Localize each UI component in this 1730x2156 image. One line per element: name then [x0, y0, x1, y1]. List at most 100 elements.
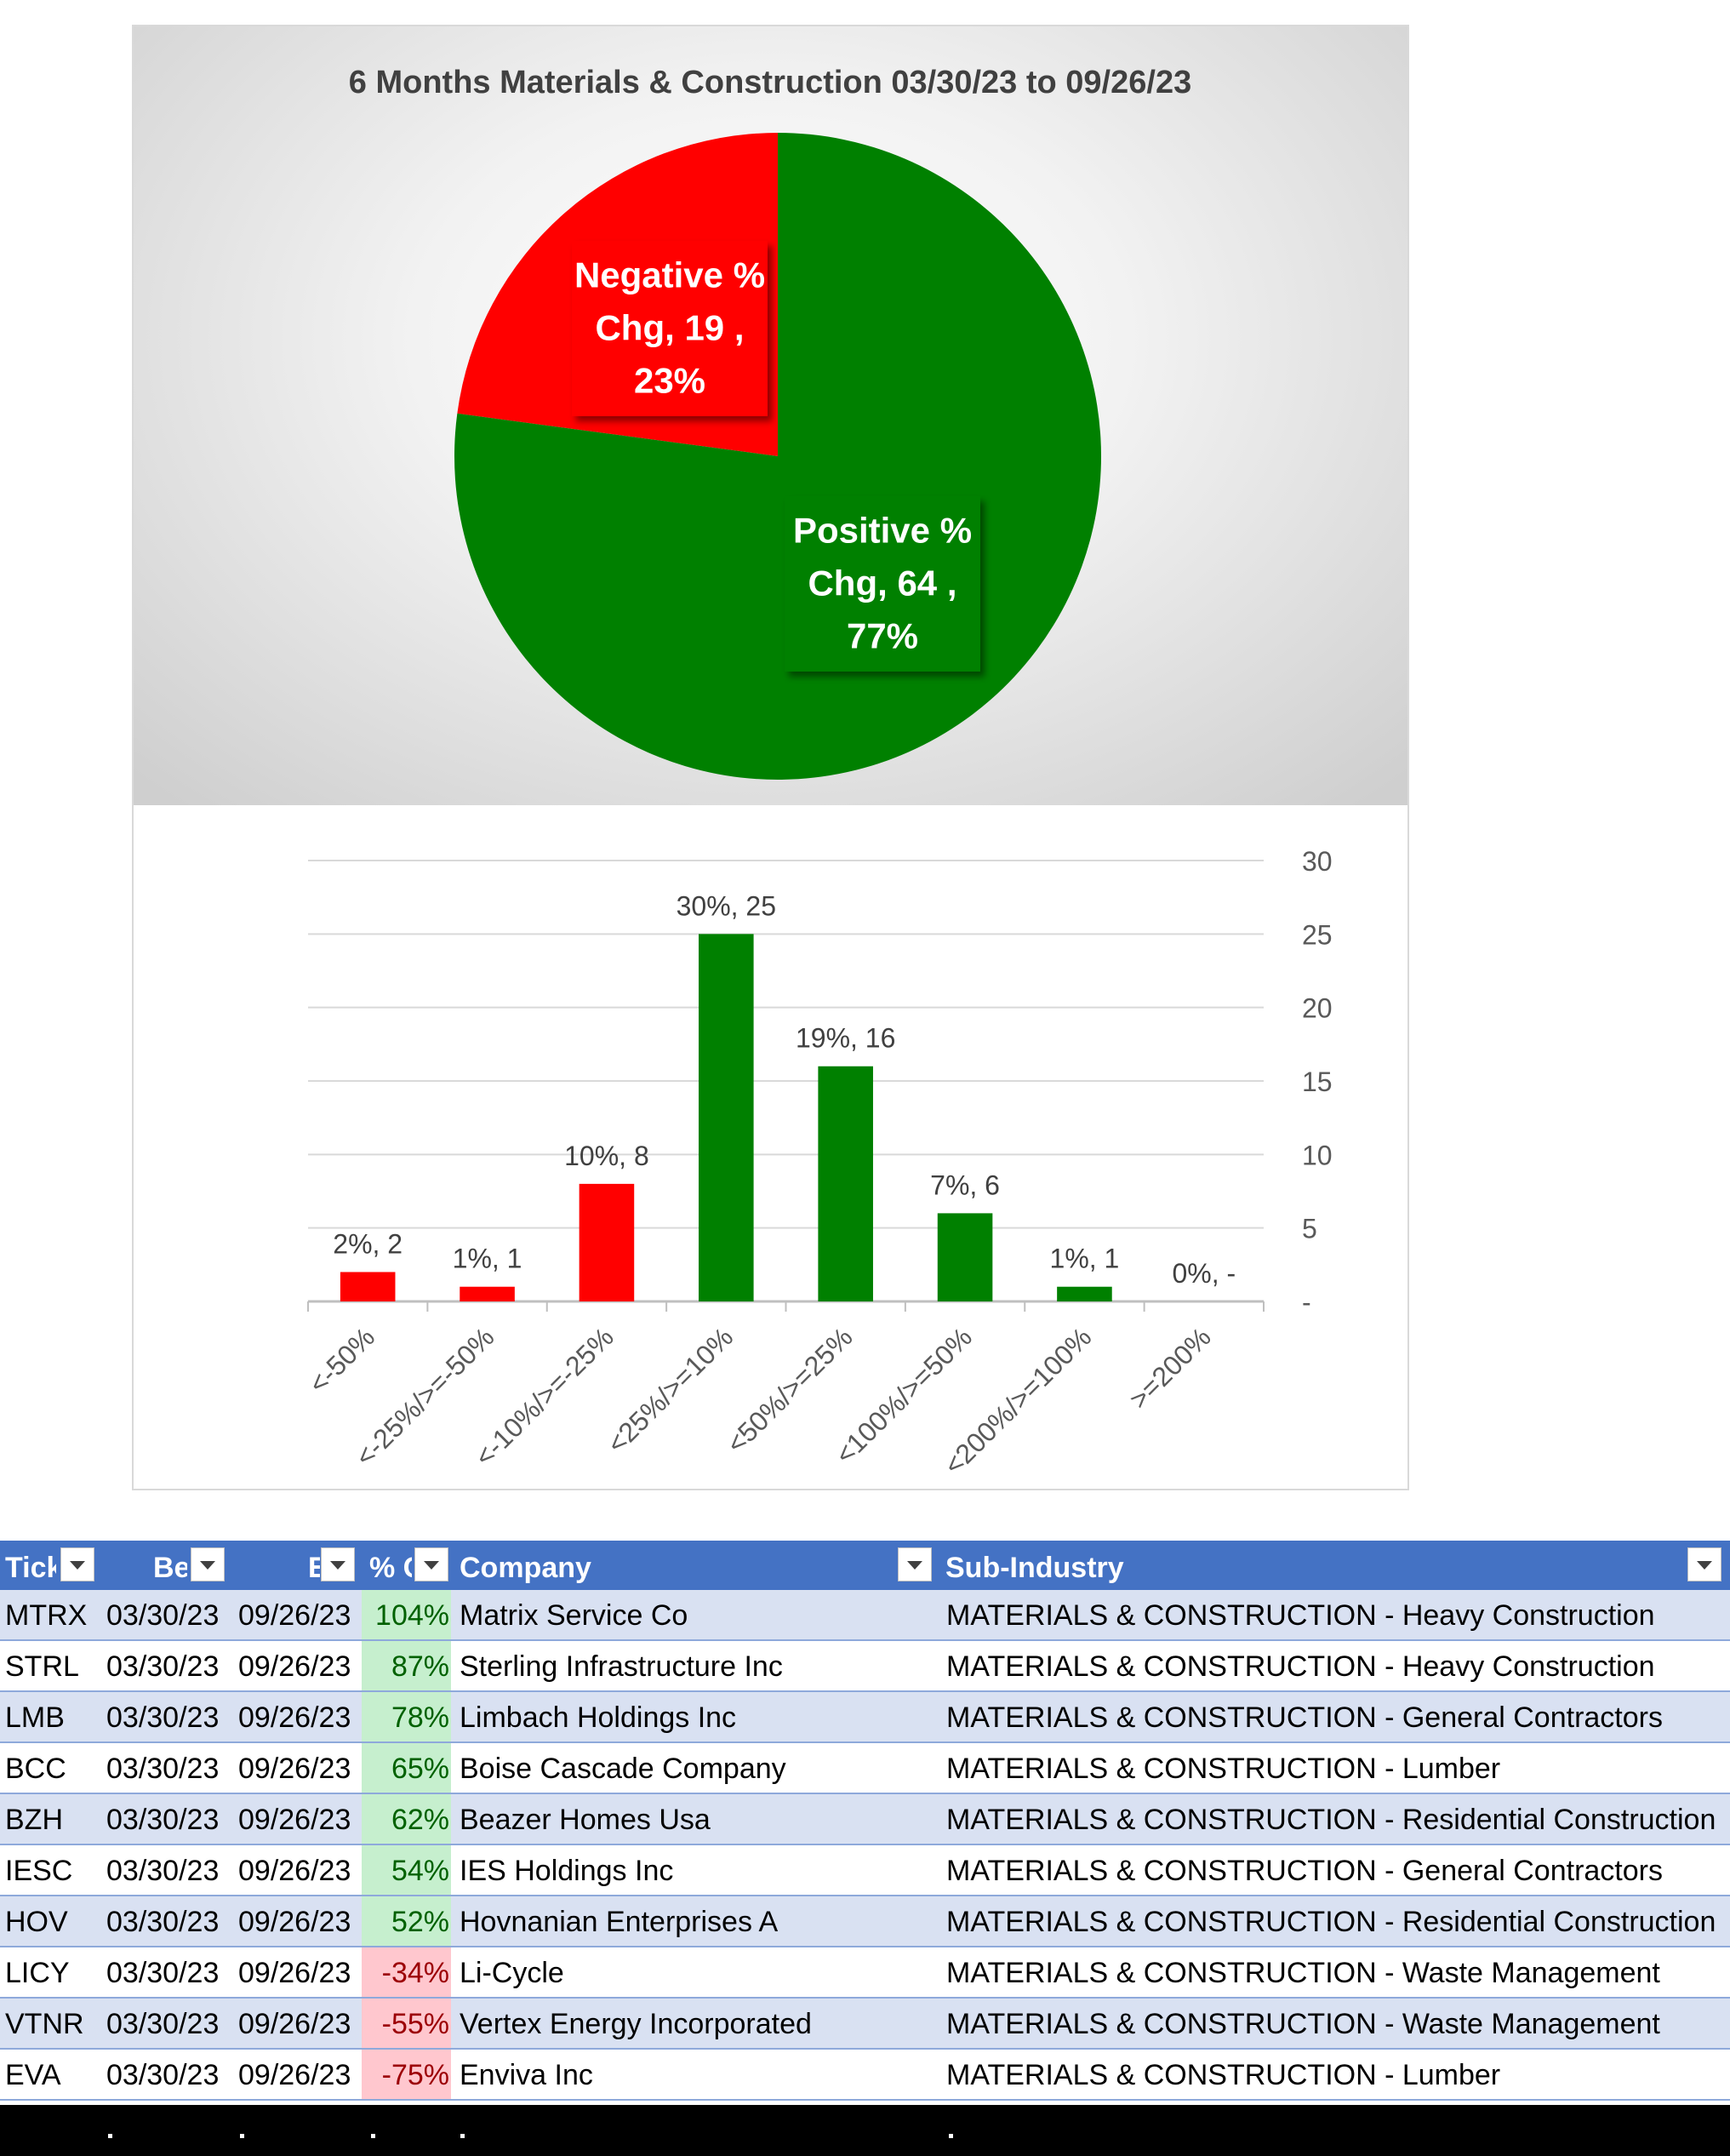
table-row[interactable]: HOV 03/30/23 09/26/23 52% Hovnanian Enterpri… [0, 1896, 1730, 1947]
cell-sub-industry: MATERIALS & CONSTRUCTION - Heavy Constru… [946, 1599, 1655, 1632]
cell-company: Boise Cascade Company [460, 1753, 786, 1785]
bar [1057, 1286, 1112, 1301]
cell-pct-change: 87% [362, 1641, 451, 1690]
cell-sub-industry: MATERIALS & CONSTRUCTION - General Contr… [946, 1701, 1663, 1734]
cell-company: Beazer Homes Usa [460, 1804, 711, 1836]
cell-sub-industry: MATERIALS & CONSTRUCTION - Waste Managem… [946, 1957, 1660, 1989]
pie-data-label: Chg, 19 , [595, 308, 744, 348]
x-tick-label: <50%/>=25% [721, 1321, 859, 1459]
bar [699, 934, 754, 1301]
column-header-ticker: Tick [5, 1552, 56, 1584]
cell-sub-industry: MATERIALS & CONSTRUCTION - Waste Managem… [946, 2008, 1660, 2040]
bar-data-label: 0%, - [1172, 1258, 1236, 1289]
bar-data-label: 1%, 1 [453, 1244, 522, 1274]
cell-pct-change: -75% [362, 2050, 451, 2099]
pie-chart: 6 Months Materials & Construction 03/30/… [349, 65, 1191, 781]
footer-dot [460, 2134, 465, 2138]
x-tick-label: <25%/>=10% [601, 1321, 739, 1459]
footer-dot [949, 2134, 953, 2138]
cell-sub-industry: MATERIALS & CONSTRUCTION - Lumber [946, 1753, 1501, 1785]
chart-container: 6 Months Materials & Construction 03/30/… [132, 25, 1409, 1490]
cell-company: Matrix Service Co [460, 1599, 688, 1632]
cell-pct-change: -55% [362, 1999, 451, 2048]
table-row[interactable]: LICY 03/30/23 09/26/23 -34% Li-Cycle MATERIAL… [0, 1947, 1730, 1999]
cell-ticker: IESC [5, 1855, 73, 1887]
cell-sub-industry: MATERIALS & CONSTRUCTION - Lumber [946, 2059, 1501, 2091]
bar-data-label: 10%, 8 [564, 1141, 649, 1171]
footer-dot [371, 2134, 375, 2138]
filter-dropdown-pct-change[interactable] [414, 1547, 448, 1581]
y-tick-label: 15 [1302, 1067, 1333, 1097]
bar [937, 1213, 993, 1301]
pie-data-label: Chg, 64 , [808, 563, 956, 603]
cell-end-date: 09/26/23 [238, 2008, 351, 2040]
cell-pct-change: 54% [362, 1845, 451, 1895]
cell-sub-industry: MATERIALS & CONSTRUCTION - Heavy Constru… [946, 1650, 1655, 1683]
filter-dropdown-begin[interactable] [191, 1547, 225, 1581]
table-row[interactable]: IESC 03/30/23 09/26/23 54% IES Holdings Inc M… [0, 1845, 1730, 1896]
bar [579, 1183, 635, 1301]
pie-data-label-box [572, 241, 768, 416]
column-header-company: Company [460, 1552, 591, 1584]
bar-data-label: 19%, 16 [796, 1023, 895, 1054]
cell-sub-industry: MATERIALS & CONSTRUCTION - Residential C… [946, 1804, 1716, 1836]
table-row[interactable]: MTRX 03/30/23 09/26/23 104% Matrix Service C… [0, 1590, 1730, 1641]
footer-dot [240, 2134, 244, 2138]
filter-dropdown-sub-industry[interactable] [1687, 1547, 1721, 1581]
y-tick-label: - [1302, 1287, 1311, 1318]
cell-ticker: LICY [5, 1957, 70, 1989]
table-row[interactable]: VTNR 03/30/23 09/26/23 -55% Vertex Energy In… [0, 1999, 1730, 2050]
table-row[interactable]: BCC 03/30/23 09/26/23 65% Boise Cascade Comp… [0, 1743, 1730, 1794]
pie-data-label: 77% [847, 616, 918, 656]
pie-data-label: Positive % [793, 511, 972, 551]
filter-dropdown-ticker[interactable] [60, 1547, 94, 1581]
pie-chart-panel: 6 Months Materials & Construction 03/30/… [134, 26, 1407, 805]
cell-begin-date: 03/30/23 [106, 1855, 220, 1887]
cell-ticker: STRL [5, 1650, 79, 1683]
bar-chart: 2%, 2 1%, 1 10%, 8 30%, 25 19%, 16 7%, 6 1%, 1… [303, 846, 1333, 1481]
cell-sub-industry: MATERIALS & CONSTRUCTION - Residential C… [946, 1906, 1716, 1938]
bar [460, 1286, 515, 1301]
cell-ticker: BZH [5, 1804, 63, 1836]
pie-data-label: Negative % [574, 255, 765, 295]
cell-begin-date: 03/30/23 [106, 1804, 220, 1836]
cell-ticker: VTNR [5, 2008, 84, 2040]
cell-end-date: 09/26/23 [238, 1957, 351, 1989]
y-tick-label: 10 [1302, 1140, 1333, 1170]
x-tick-label: <-50% [303, 1321, 380, 1398]
table-row[interactable]: EVA 03/30/23 09/26/23 -75% Enviva Inc MATERIA… [0, 2050, 1730, 2101]
y-tick-label: 20 [1302, 993, 1333, 1024]
x-tick-label: >=200% [1123, 1321, 1217, 1415]
cell-begin-date: 03/30/23 [106, 1753, 220, 1785]
column-header-begin: Be [153, 1552, 187, 1584]
bar-data-label: 1%, 1 [1050, 1244, 1120, 1274]
table-row[interactable]: BZH 03/30/23 09/26/23 62% Beazer Homes Usa MA… [0, 1794, 1730, 1845]
cell-begin-date: 03/30/23 [106, 1599, 220, 1632]
cell-end-date: 09/26/23 [238, 1855, 351, 1887]
cell-ticker: EVA [5, 2059, 61, 2091]
bar [818, 1066, 873, 1301]
bar-chart-panel: 2%, 2 1%, 1 10%, 8 30%, 25 19%, 16 7%, 6 1%, 1… [134, 805, 1407, 1489]
footer-dot [108, 2134, 112, 2138]
bar-data-label: 2%, 2 [333, 1228, 403, 1259]
table-header: Tick Be E % C Company Sub-Industry [0, 1541, 1730, 1590]
footer-bar [0, 2105, 1730, 2156]
bar-data-label: 7%, 6 [930, 1170, 1000, 1200]
pie-data-label-box [785, 496, 980, 672]
cell-company: Enviva Inc [460, 2059, 593, 2091]
pie-data-label: 23% [634, 361, 705, 401]
cell-company: Sterling Infrastructure Inc [460, 1650, 783, 1683]
filter-dropdown-company[interactable] [898, 1547, 932, 1581]
column-header-sub-industry: Sub-Industry [945, 1552, 1124, 1584]
y-tick-label: 25 [1302, 919, 1333, 950]
filter-dropdown-end[interactable] [321, 1547, 355, 1581]
table-row[interactable]: STRL 03/30/23 09/26/23 87% Sterling Infrastr… [0, 1641, 1730, 1692]
cell-ticker: BCC [5, 1753, 66, 1785]
cell-ticker: LMB [5, 1701, 65, 1734]
column-header-end: E [308, 1552, 320, 1584]
cell-pct-change: 52% [362, 1896, 451, 1946]
column-header-pct-change: % C [369, 1552, 412, 1584]
y-tick-label: 30 [1302, 846, 1333, 877]
table-row[interactable]: LMB 03/30/23 09/26/23 78% Limbach Holdings I… [0, 1692, 1730, 1743]
bar [340, 1272, 396, 1301]
